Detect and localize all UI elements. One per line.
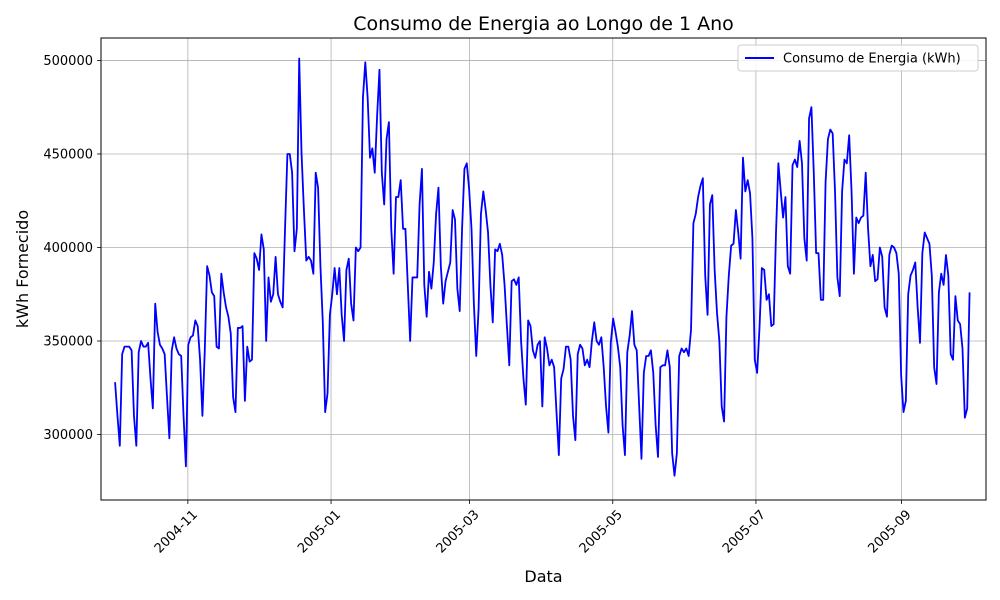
legend-box bbox=[737, 44, 979, 72]
gridlines bbox=[101, 38, 986, 500]
y-tick-label: 400000 bbox=[43, 241, 93, 256]
y-tick-label: 500000 bbox=[43, 54, 93, 69]
y-tick-label: 300000 bbox=[43, 428, 93, 443]
chart-title: Consumo de Energia ao Longo de 1 Ano bbox=[353, 13, 734, 35]
plot-frame bbox=[100, 37, 987, 501]
series-layer bbox=[114, 57, 971, 477]
legend: Consumo de Energia (kWh) bbox=[737, 44, 979, 72]
y-axis: 300000 350000 400000 450000 500000 bbox=[43, 54, 101, 443]
series-line-consumo-de-energia bbox=[114, 57, 971, 477]
x-axis-title: Data bbox=[524, 567, 562, 586]
y-tick-label: 350000 bbox=[43, 335, 93, 350]
legend-label: Consumo de Energia (kWh) bbox=[783, 52, 961, 67]
y-axis-title: kWh Fornecido bbox=[13, 210, 32, 328]
y-tick-label: 450000 bbox=[43, 147, 93, 162]
